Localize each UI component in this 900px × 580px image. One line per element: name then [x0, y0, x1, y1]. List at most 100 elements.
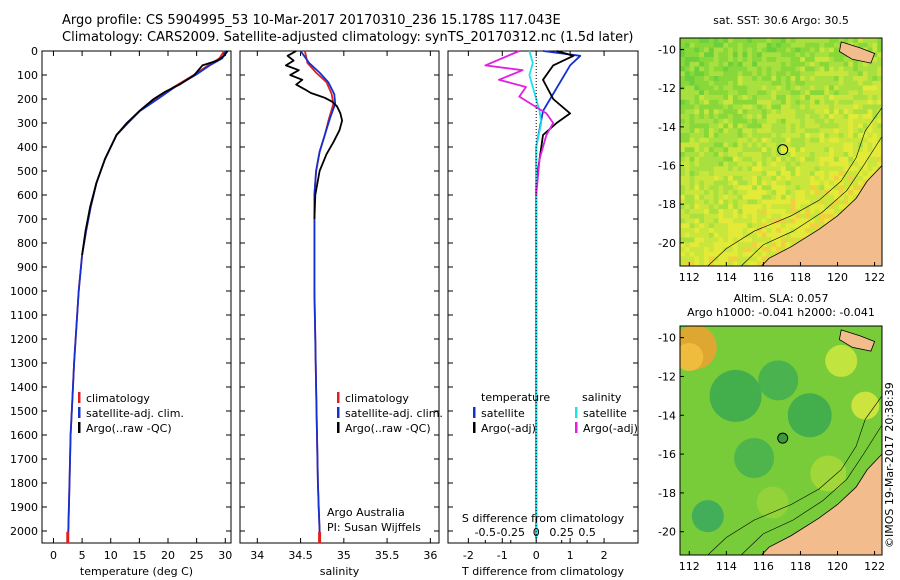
sst-cell	[805, 95, 811, 101]
sst-cell	[805, 47, 811, 53]
sst-cell	[867, 38, 873, 44]
sst-cell	[732, 166, 739, 172]
depth-contour-1000	[707, 395, 882, 555]
sst-cell	[732, 180, 739, 186]
sst-cell	[708, 175, 715, 182]
legend-label: satellite-adj. clim.	[86, 407, 184, 420]
sst-cell	[872, 47, 878, 53]
sst-cell	[809, 47, 816, 53]
sst-cell	[843, 95, 849, 101]
sst-cell	[867, 128, 873, 134]
sst-cell	[766, 71, 772, 77]
sst-cell	[872, 166, 878, 172]
sst-cell	[680, 242, 686, 248]
sst-cell	[732, 71, 739, 77]
map-xtick-label: 120	[827, 560, 848, 573]
sst-cell	[694, 147, 700, 153]
sst-cell	[809, 133, 816, 139]
sst-cell	[824, 85, 830, 91]
sst-cell	[732, 228, 739, 234]
sst-cell	[824, 218, 830, 224]
sst-cell	[757, 52, 763, 58]
sst-cell	[872, 66, 878, 72]
sst-cell	[838, 156, 845, 163]
sst-cell	[708, 66, 715, 72]
sst-cell	[732, 209, 739, 215]
sst-cell	[737, 185, 744, 191]
sst-cell	[752, 47, 758, 53]
sst-cell	[713, 128, 720, 134]
sst-map-title: sat. SST: 30.6 Argo: 30.5	[713, 14, 849, 27]
sst-cell	[781, 175, 787, 182]
sst-cell	[853, 190, 859, 196]
sst-cell	[757, 256, 763, 262]
sst-cell	[694, 133, 700, 139]
sst-cell	[742, 228, 748, 234]
sst-cell	[795, 194, 801, 201]
sst-cell	[757, 128, 763, 134]
sst-cell	[757, 209, 763, 215]
climatology-bottom-marker	[66, 532, 70, 543]
sst-cell	[704, 114, 710, 120]
sst-cell	[862, 147, 869, 153]
sst-cell	[708, 61, 715, 68]
sst-cell	[814, 204, 821, 210]
sst-cell	[771, 161, 777, 167]
sst-cell	[737, 242, 744, 248]
sst-cell	[689, 223, 695, 229]
sst-cell	[713, 199, 720, 205]
sst-cell	[732, 232, 739, 239]
s-tick-label: 0.25	[549, 526, 574, 539]
sst-cell	[737, 104, 744, 110]
sst-cell	[809, 161, 816, 167]
sst-cell	[824, 175, 830, 182]
sst-cell	[728, 232, 734, 239]
legend-swatch	[473, 407, 476, 418]
sst-cell	[757, 228, 763, 234]
sst-cell	[689, 133, 695, 139]
sst-cell	[800, 161, 806, 167]
sst-cell	[805, 156, 811, 163]
sst-cell	[785, 156, 792, 163]
ytick-label: 2000	[10, 525, 38, 538]
sst-cell	[824, 213, 830, 220]
sst-cell	[694, 66, 700, 72]
sst-cell	[858, 71, 864, 77]
sst-cell	[732, 156, 739, 163]
sst-cell	[757, 147, 763, 153]
sst-cell	[800, 190, 806, 196]
sst-cell	[862, 66, 869, 72]
sst-cell	[781, 109, 787, 115]
sst-cell	[718, 118, 724, 125]
sst-cell	[814, 61, 821, 68]
sst-cell	[732, 237, 739, 243]
sst-cell	[713, 232, 720, 239]
sst-cell	[761, 57, 768, 63]
sst-cell	[819, 128, 825, 134]
sst-cell	[800, 66, 806, 72]
map-ytick-label: -18	[658, 487, 676, 500]
sst-cell	[814, 76, 821, 82]
sst-cell	[858, 104, 864, 110]
sst-cell	[704, 38, 710, 44]
sst-cell	[776, 156, 782, 163]
sst-cell	[795, 61, 801, 68]
sst-cell	[737, 204, 744, 210]
sst-cell	[795, 171, 801, 177]
sst-cell	[771, 185, 777, 191]
sst-cell	[689, 190, 695, 196]
sst-cell	[877, 66, 882, 72]
sst-cell	[848, 76, 854, 82]
sst-cell	[747, 99, 753, 106]
sst-cell	[713, 52, 720, 58]
sst-cell	[771, 114, 777, 120]
legend-swatch	[78, 392, 81, 403]
sst-cell	[848, 61, 854, 68]
sst-cell	[757, 114, 763, 120]
sst-cell	[800, 133, 806, 139]
sst-cell	[732, 256, 739, 262]
sst-cell	[790, 66, 796, 72]
sst-cell	[680, 261, 686, 266]
sst-cell	[781, 85, 787, 91]
sst-cell	[785, 190, 792, 196]
